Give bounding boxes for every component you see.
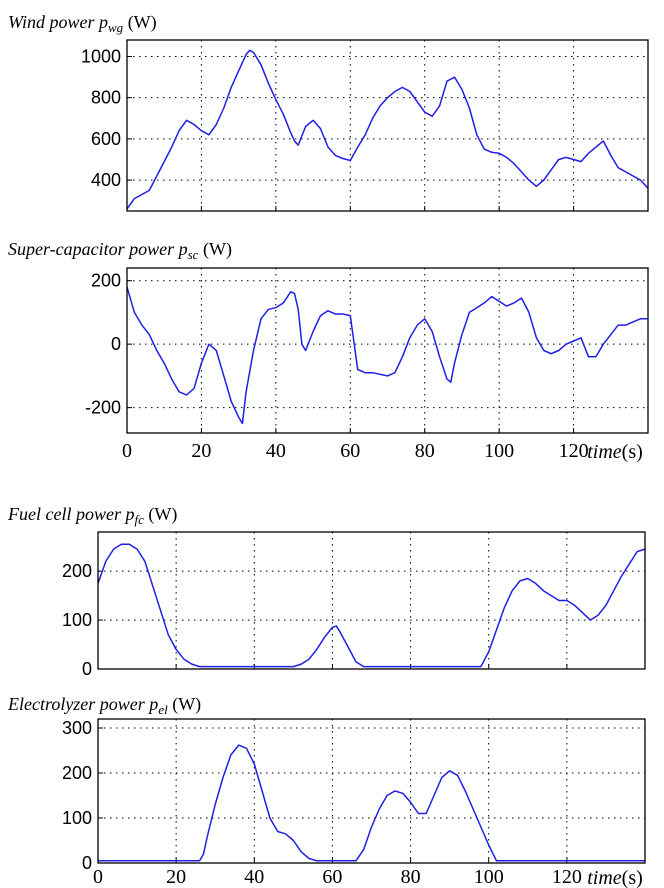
y-tick-label: 400: [91, 170, 121, 190]
x-tick-label: 100: [474, 866, 504, 888]
series-line-0: [97, 543, 646, 668]
x-tick-label: 0: [93, 866, 103, 888]
x-tick-label: 80: [401, 866, 421, 888]
y-tick-label: 0: [82, 853, 92, 873]
x-tick-label: 60: [322, 866, 342, 888]
y-tick-label: 0: [111, 334, 121, 354]
super-capacitor-power-title: Super-capacitor power psc (W): [8, 239, 232, 262]
x-tick-label: 40: [266, 440, 286, 462]
x-tick-label: 60: [340, 440, 360, 462]
x-tick-label: 0: [122, 440, 132, 462]
fuel-cell-power-title: Fuel cell power pfc (W): [7, 504, 177, 527]
x-axis-label-lower: time(s): [587, 867, 643, 888]
y-tick-label: 0: [82, 659, 92, 679]
wind-power-panel: Wind power pwg (W) 400 600 800 1000: [8, 12, 649, 212]
electrolyzer-power-title: Electrolyzer power pel (W): [7, 694, 201, 717]
x-tick-label: 80: [415, 440, 435, 462]
x-tick-label: 20: [191, 440, 211, 462]
y-tick-label: 100: [62, 808, 92, 828]
x-tick-label: 20: [166, 866, 186, 888]
x-tick-label: 40: [244, 866, 264, 888]
plot-frame: [126, 39, 649, 212]
y-tick-label: 200: [62, 561, 92, 581]
plot-frame: [126, 267, 649, 434]
y-tick-label: 200: [91, 271, 121, 291]
plot-frame: [97, 718, 646, 864]
y-tick-label: 200: [62, 763, 92, 783]
super-capacitor-power-panel: Super-capacitor power psc (W) -200 0 200 0 2…: [8, 239, 649, 462]
y-tick-label: 800: [91, 88, 121, 108]
series-line-0: [126, 49, 649, 210]
x-tick-label: 120: [552, 866, 582, 888]
y-tick-label: -200: [85, 398, 121, 418]
plot-frame: [97, 531, 646, 670]
x-axis-label-upper: time(s): [587, 441, 643, 463]
fuel-cell-power-panel: Fuel cell power pfc (W) 0 100 200: [7, 504, 646, 679]
y-tick-label: 600: [91, 129, 121, 149]
y-tick-label: 1000: [81, 46, 121, 66]
series-line-0: [98, 744, 645, 862]
y-tick-label: 300: [62, 718, 92, 738]
y-tick-label: 100: [62, 610, 92, 630]
wind-power-title: Wind power pwg (W): [8, 12, 157, 35]
x-tick-label: 120: [559, 440, 589, 462]
x-tick-label: 100: [484, 440, 514, 462]
electrolyzer-power-panel: Electrolyzer power pel (W) 0 100 200 300 0 20…: [7, 694, 646, 888]
series-line-0: [126, 286, 648, 425]
